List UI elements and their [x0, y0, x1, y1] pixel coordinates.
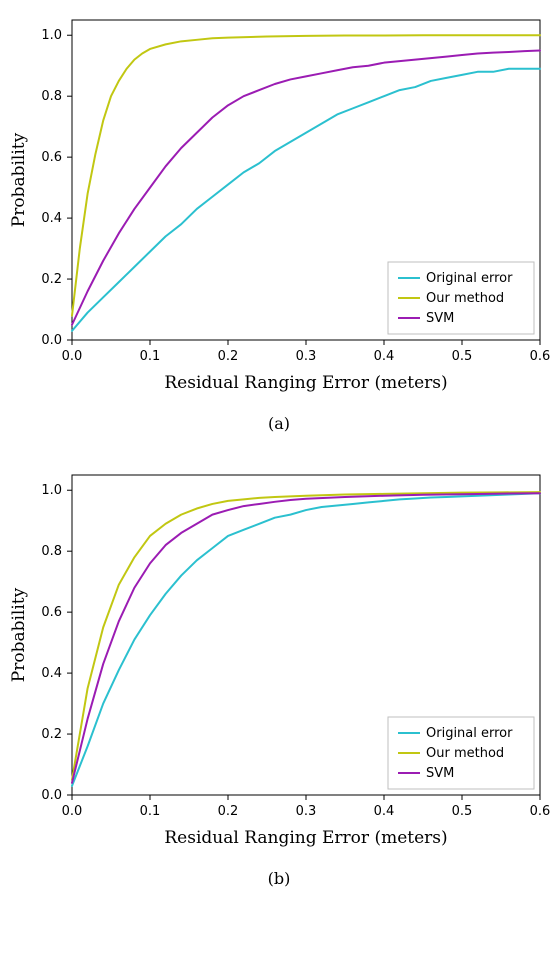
svg-text:0.0: 0.0 — [41, 333, 62, 348]
subplot-b-label: (b) — [0, 869, 558, 888]
svg-text:0.2: 0.2 — [218, 349, 239, 364]
legend: Original error Our method SVM — [388, 717, 534, 789]
svg-text:0.6: 0.6 — [530, 349, 551, 364]
svg-text:Original error: Original error — [426, 271, 513, 286]
x-axis-label: Residual Ranging Error (meters) — [164, 828, 447, 848]
panel-b: 0.0 0.1 0.2 0.3 0.4 0.5 0.6 0.0 0.2 0.4 0.6 0.8 1.0 R… — [0, 455, 558, 910]
svg-text:0.8: 0.8 — [41, 544, 62, 559]
svg-text:0.0: 0.0 — [62, 349, 83, 364]
svg-text:0.3: 0.3 — [296, 349, 317, 364]
svg-text:0.0: 0.0 — [41, 788, 62, 803]
x-axis-label: Residual Ranging Error (meters) — [164, 373, 447, 393]
svg-text:SVM: SVM — [426, 311, 454, 326]
figure: 0.0 0.1 0.2 0.3 0.4 0.5 0.6 0.0 0.2 0.4 0.6 0.8 1.0 R… — [0, 0, 558, 910]
svg-text:Our method: Our method — [426, 746, 504, 761]
subplot-a-label: (a) — [0, 414, 558, 433]
svg-text:0.4: 0.4 — [374, 804, 395, 819]
y-axis-label: Probability — [9, 132, 29, 227]
svg-text:0.1: 0.1 — [140, 349, 161, 364]
panel-a: 0.0 0.1 0.2 0.3 0.4 0.5 0.6 0.0 0.2 0.4 0.6 0.8 1.0 R… — [0, 0, 558, 455]
svg-text:0.0: 0.0 — [62, 804, 83, 819]
svg-text:0.8: 0.8 — [41, 89, 62, 104]
svg-text:0.5: 0.5 — [452, 804, 473, 819]
svg-text:Original error: Original error — [426, 726, 513, 741]
svg-text:0.6: 0.6 — [41, 605, 62, 620]
svg-text:Our method: Our method — [426, 291, 504, 306]
svg-text:0.5: 0.5 — [452, 349, 473, 364]
svg-text:1.0: 1.0 — [41, 28, 62, 43]
svg-text:1.0: 1.0 — [41, 483, 62, 498]
svg-text:0.2: 0.2 — [41, 727, 62, 742]
y-axis-label: Probability — [9, 587, 29, 682]
svg-text:0.3: 0.3 — [296, 804, 317, 819]
chart-a-svg: 0.0 0.1 0.2 0.3 0.4 0.5 0.6 0.0 0.2 0.4 0.6 0.8 1.0 R… — [0, 0, 558, 400]
svg-text:0.2: 0.2 — [218, 804, 239, 819]
svg-text:0.4: 0.4 — [374, 349, 395, 364]
svg-text:0.6: 0.6 — [41, 150, 62, 165]
svg-text:0.2: 0.2 — [41, 272, 62, 287]
svg-text:SVM: SVM — [426, 766, 454, 781]
svg-text:0.4: 0.4 — [41, 211, 62, 226]
legend: Original error Our method SVM — [388, 262, 534, 334]
svg-text:0.6: 0.6 — [530, 804, 551, 819]
svg-text:0.1: 0.1 — [140, 804, 161, 819]
chart-b-svg: 0.0 0.1 0.2 0.3 0.4 0.5 0.6 0.0 0.2 0.4 0.6 0.8 1.0 R… — [0, 455, 558, 855]
svg-text:0.4: 0.4 — [41, 666, 62, 681]
